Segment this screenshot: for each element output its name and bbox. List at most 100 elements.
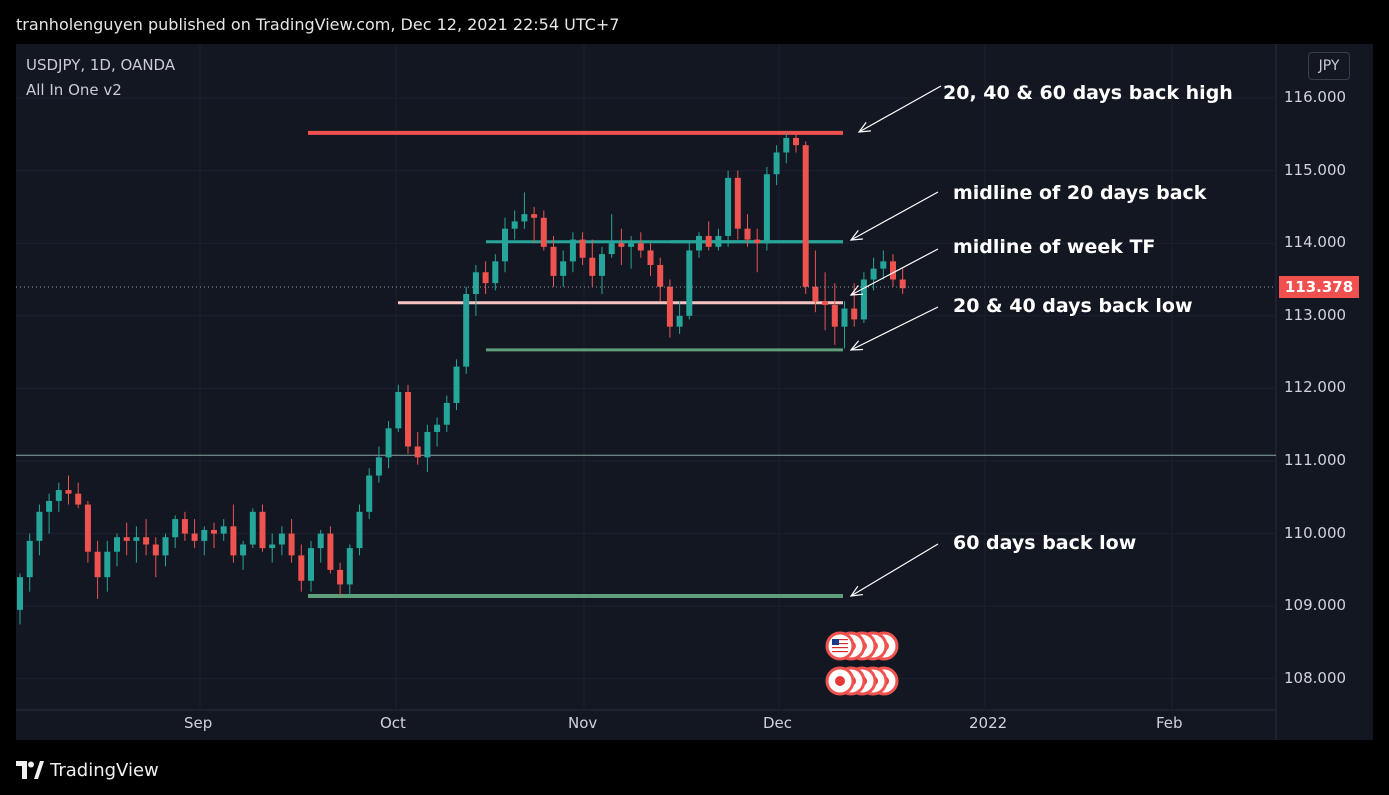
annotation-arrow bbox=[849, 306, 939, 351]
candle bbox=[133, 526, 140, 563]
candle bbox=[356, 504, 363, 556]
candle bbox=[278, 526, 285, 556]
candle bbox=[531, 206, 538, 244]
candle-body bbox=[298, 555, 305, 581]
candle bbox=[230, 504, 237, 563]
x-tick-label: Sep bbox=[184, 714, 213, 732]
candle bbox=[472, 264, 479, 316]
candle bbox=[841, 301, 848, 349]
candle bbox=[628, 235, 635, 269]
candle bbox=[618, 228, 625, 265]
candle-body bbox=[46, 500, 53, 512]
candle-body bbox=[443, 402, 450, 425]
candle bbox=[143, 519, 150, 556]
annotation-low-20-40: 20 & 40 days back low bbox=[953, 295, 1193, 317]
candle-body bbox=[104, 551, 111, 578]
candle-body bbox=[754, 239, 761, 244]
candle-body bbox=[288, 533, 295, 556]
annotation-midline-20: midline of 20 days back bbox=[953, 182, 1207, 204]
candle-body bbox=[84, 504, 91, 552]
candle bbox=[860, 272, 867, 324]
candle-body bbox=[531, 214, 538, 218]
candle bbox=[375, 446, 382, 483]
candle-body bbox=[521, 214, 528, 222]
candle-body bbox=[812, 286, 819, 302]
candle bbox=[890, 254, 896, 287]
candle-body bbox=[831, 304, 838, 327]
candle-body bbox=[269, 544, 276, 549]
candle-body bbox=[637, 243, 644, 251]
candle-body bbox=[569, 239, 576, 262]
candle bbox=[366, 468, 373, 520]
candle bbox=[589, 239, 596, 287]
candle-body bbox=[463, 294, 470, 367]
candle-body bbox=[647, 250, 654, 265]
y-tick-label: 113.000 bbox=[1284, 305, 1347, 324]
candle bbox=[521, 192, 528, 229]
candle-body bbox=[395, 392, 402, 429]
candle-body bbox=[123, 537, 130, 541]
candle-body bbox=[666, 286, 673, 327]
candle bbox=[17, 573, 23, 625]
candle-body bbox=[94, 551, 101, 578]
candle bbox=[114, 533, 120, 567]
candle-body bbox=[346, 548, 353, 585]
candle-body bbox=[492, 261, 499, 284]
candle-body bbox=[172, 519, 179, 538]
price-chart[interactable] bbox=[16, 44, 1373, 740]
candle bbox=[220, 519, 227, 541]
candle bbox=[337, 562, 344, 596]
candle bbox=[763, 166, 770, 251]
candle bbox=[308, 540, 314, 592]
y-tick-label: 116.000 bbox=[1284, 88, 1347, 106]
candle-body bbox=[249, 511, 256, 545]
candle bbox=[705, 221, 712, 251]
candle bbox=[84, 500, 91, 563]
candle-body bbox=[686, 250, 693, 316]
candle bbox=[162, 533, 169, 567]
candle bbox=[599, 246, 605, 295]
y-tick-label: 111.000 bbox=[1284, 451, 1347, 469]
candle-body bbox=[75, 493, 82, 505]
brand-footer[interactable]: TradingView bbox=[16, 756, 159, 784]
candle-body bbox=[822, 301, 829, 305]
candle-body bbox=[152, 544, 159, 556]
candle bbox=[259, 504, 266, 552]
candle bbox=[880, 250, 887, 280]
x-tick-label: Feb bbox=[1156, 714, 1183, 732]
candle-body bbox=[26, 540, 33, 578]
event-markers bbox=[825, 631, 899, 696]
candle bbox=[831, 283, 838, 345]
candle-body bbox=[201, 529, 208, 541]
candle bbox=[550, 235, 557, 287]
candle bbox=[298, 544, 305, 592]
candle bbox=[327, 526, 334, 574]
candle bbox=[802, 141, 809, 295]
candle bbox=[637, 232, 644, 258]
candle-body bbox=[240, 544, 247, 556]
candle-body bbox=[17, 577, 23, 610]
chart-panel[interactable]: USDJPY, 1D, OANDA All In One v2 JPY 113.… bbox=[16, 44, 1373, 740]
candle-body bbox=[589, 257, 596, 276]
candle-body bbox=[65, 490, 72, 494]
candle bbox=[453, 359, 460, 411]
candle-body bbox=[763, 174, 770, 244]
candle bbox=[793, 132, 799, 153]
candle bbox=[181, 511, 188, 541]
candle-body bbox=[220, 526, 227, 534]
candle-body bbox=[870, 268, 877, 280]
candle-body bbox=[385, 428, 392, 458]
candle-body bbox=[725, 177, 732, 236]
event-marker-jp bbox=[825, 666, 855, 696]
candle bbox=[696, 232, 702, 258]
candle bbox=[482, 261, 489, 295]
currency-button[interactable]: JPY bbox=[1308, 52, 1350, 80]
grid bbox=[16, 44, 1276, 710]
candle bbox=[317, 529, 324, 563]
candle bbox=[46, 493, 53, 534]
candle bbox=[851, 283, 858, 327]
candle-body bbox=[472, 272, 479, 295]
us-flag-icon bbox=[832, 639, 848, 653]
candle bbox=[346, 544, 353, 597]
